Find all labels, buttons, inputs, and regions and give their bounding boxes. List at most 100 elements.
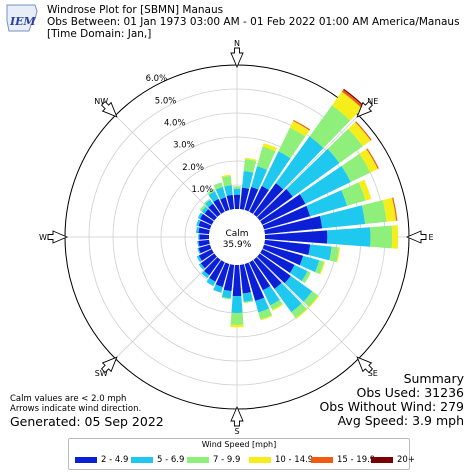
bar-segment	[221, 296, 231, 300]
direction-arrow-icon	[100, 356, 118, 374]
bar-segment	[196, 255, 202, 263]
legend-swatch	[249, 457, 271, 463]
bar-segment	[257, 189, 293, 221]
calm-circle	[209, 209, 265, 265]
bar-segment	[358, 179, 372, 201]
logo-text: IEM	[9, 15, 37, 28]
bar-segment	[230, 312, 244, 325]
bar-segment	[264, 239, 311, 256]
bar-segment	[327, 128, 363, 164]
legend-swatch	[371, 457, 393, 463]
bar-segment	[261, 151, 291, 191]
bar-segment	[315, 260, 324, 275]
bar-segment	[262, 143, 278, 152]
bar-segment	[264, 216, 323, 235]
legend-item: 20+	[371, 454, 415, 466]
bar-segment	[198, 249, 214, 261]
bar-segment	[213, 198, 225, 214]
bar-segment	[242, 292, 253, 302]
bar-segment	[264, 230, 328, 244]
summary-title: Summary	[403, 371, 464, 386]
bar-segment	[201, 270, 210, 279]
bar-segment	[233, 194, 241, 210]
bar-segment	[391, 225, 399, 249]
bar-segment	[299, 165, 351, 204]
bar-segment	[198, 234, 200, 240]
bar-segment	[258, 308, 273, 320]
chart-title: Windrose Plot for [SBMN] Manaus	[47, 4, 224, 16]
bar-segment	[341, 182, 366, 206]
bar-segment	[262, 205, 311, 230]
bar-segment	[341, 153, 371, 182]
bar-segment	[255, 297, 270, 313]
bar-segment	[366, 148, 379, 169]
bar-segment	[198, 239, 210, 247]
bar-segment	[198, 263, 205, 270]
direction-arrow-icon	[47, 230, 69, 244]
obs-period: Obs Between: 01 Jan 1973 03:00 AM - 01 F…	[47, 16, 460, 28]
direction-label: N	[234, 39, 240, 48]
direction-label: SE	[368, 369, 378, 378]
bar-segment	[359, 149, 378, 173]
bar-segment	[198, 220, 212, 230]
bar-segment	[231, 296, 243, 313]
bar-segment	[206, 278, 216, 286]
legend-label: 10 - 14.9	[275, 455, 314, 465]
bar-segment	[336, 247, 341, 263]
bar-segment	[199, 213, 214, 225]
radial-tick-label: 5.0%	[155, 96, 177, 106]
calm-value: 35.9%	[223, 240, 252, 250]
bar-segment	[327, 227, 371, 247]
direction-arrow-icon	[100, 100, 118, 118]
bar-segment	[221, 289, 232, 299]
bar-segment	[309, 105, 351, 149]
legend-item: 7 - 9.9	[187, 454, 240, 466]
bar-segment	[274, 282, 302, 313]
bar-segment	[278, 127, 306, 159]
grid-spoke	[256, 115, 359, 218]
bar-segment	[221, 174, 231, 178]
bar-segment	[200, 253, 217, 269]
bar-segment	[262, 285, 280, 306]
bar-segment	[260, 249, 295, 273]
direction-label: S	[234, 427, 239, 436]
bar-segment	[198, 227, 210, 235]
bar-segment	[243, 159, 257, 173]
bar-segment	[289, 264, 308, 282]
bar-segment	[260, 315, 273, 321]
bar-segment	[221, 175, 232, 187]
direction-label: NW	[94, 97, 108, 106]
bar-segment	[243, 300, 254, 304]
direction-arrow-icon	[405, 230, 427, 244]
legend-item: 2 - 4.9	[75, 454, 128, 466]
bar-segment	[361, 200, 387, 224]
legend-item: 10 - 14.9	[249, 454, 313, 466]
bar-segment	[355, 121, 372, 141]
bar-segment	[308, 295, 320, 308]
bar-segment	[198, 244, 212, 254]
bar-segment	[341, 89, 364, 109]
bar-segment	[239, 187, 250, 210]
bar-segment	[209, 260, 225, 282]
bar-segment	[262, 244, 304, 266]
legend-item: 5 - 6.9	[131, 454, 184, 466]
speed-legend: Wind Speed [mph] 2 - 4.9 5 - 6.9 7 - 9.9 10…	[68, 438, 415, 470]
bar-segment	[201, 206, 209, 214]
bar-segment	[207, 189, 215, 195]
bar-segment	[299, 255, 320, 273]
bar-segment	[233, 188, 241, 195]
bar-segment	[257, 146, 276, 170]
bar-segment	[215, 186, 226, 200]
bar-segment	[293, 119, 311, 131]
time-domain: [Time Domain: Jan,]	[47, 28, 152, 40]
bar-segment	[272, 303, 284, 311]
summary-obs-without-wind: Obs Without Wind: 279	[319, 399, 464, 414]
bar-segment	[213, 182, 223, 190]
bar-segment	[329, 246, 339, 263]
bar-segment	[204, 198, 211, 205]
direction-arrow-icon	[356, 100, 374, 118]
bar-segment	[289, 121, 310, 137]
bar-segment	[199, 234, 210, 240]
bar-segment	[291, 303, 307, 319]
